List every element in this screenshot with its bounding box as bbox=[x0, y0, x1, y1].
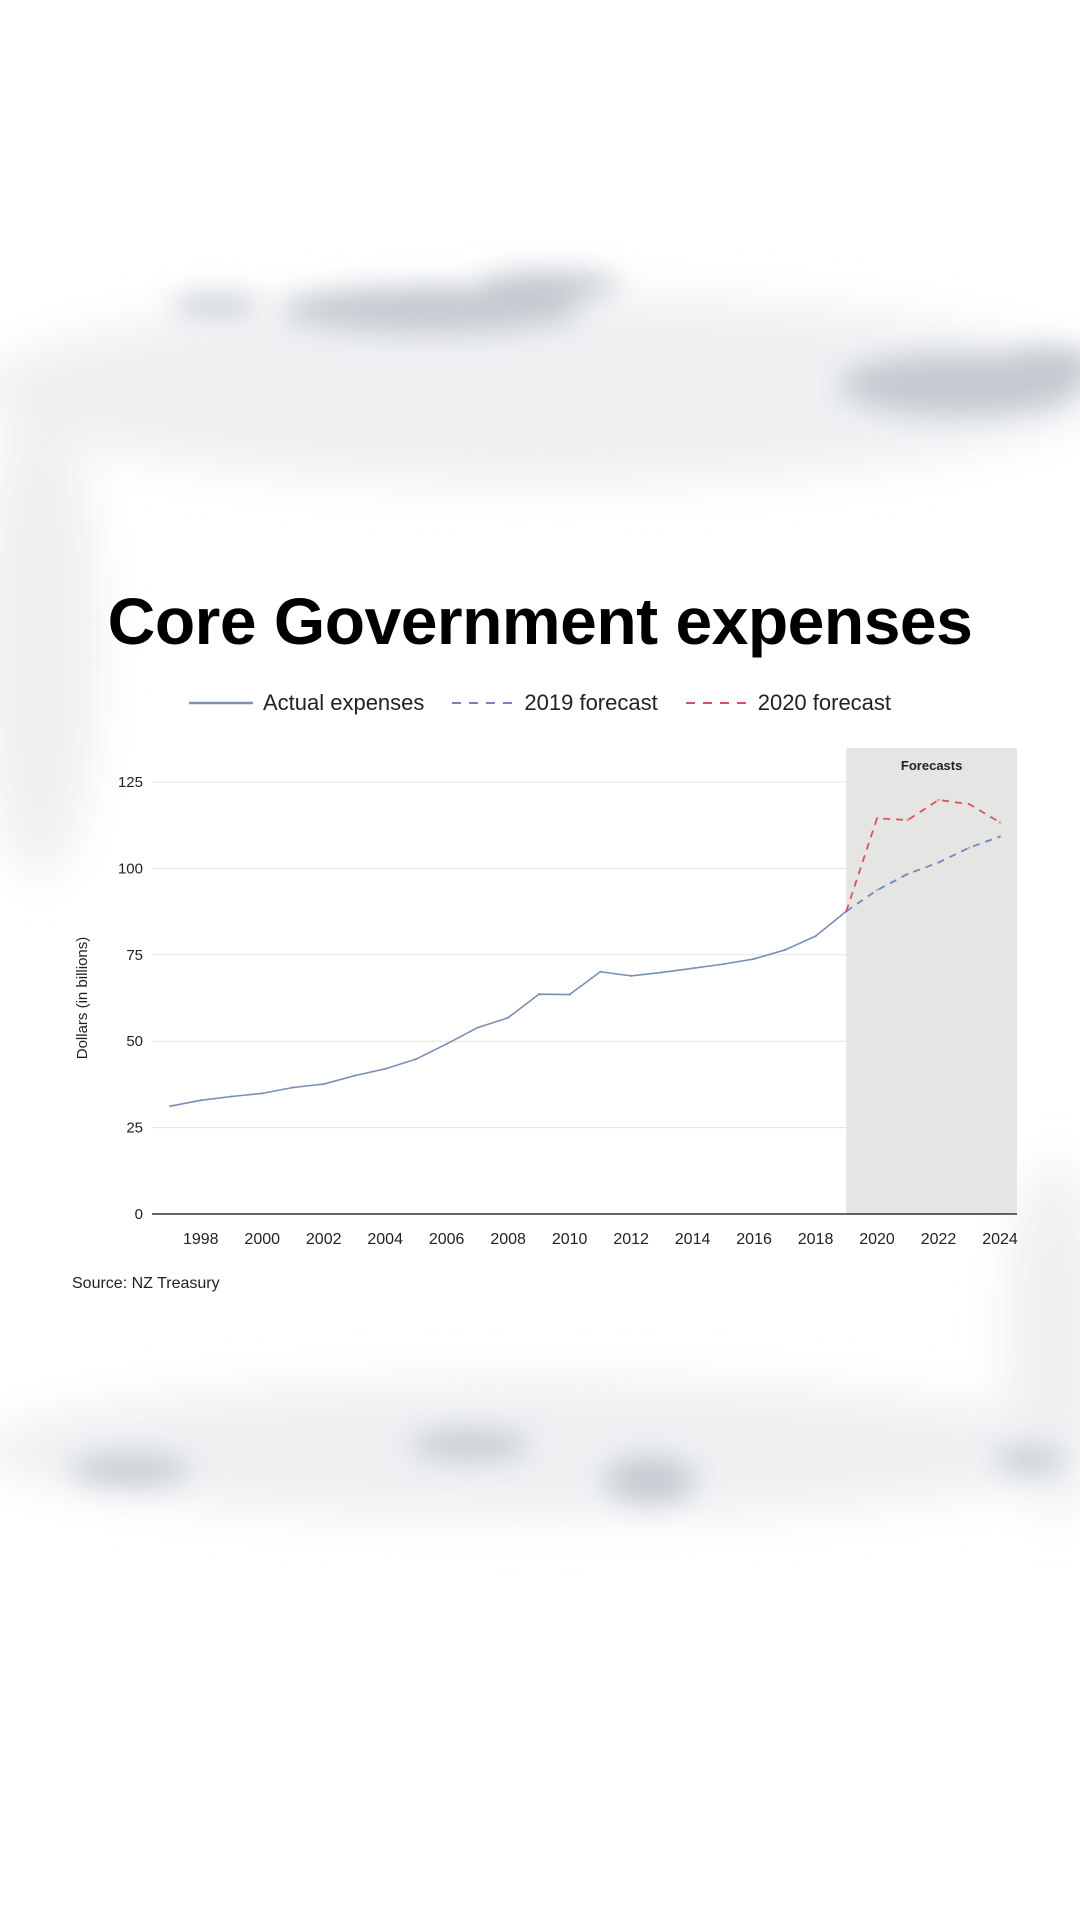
x-tick-label-2006: 2006 bbox=[429, 1231, 465, 1248]
data-point-0-1998 bbox=[199, 1099, 202, 1102]
data-point-0-2017 bbox=[783, 948, 787, 952]
x-tick-label-2016: 2016 bbox=[736, 1231, 772, 1248]
data-point-0-1999 bbox=[230, 1095, 233, 1098]
x-tick-label-2008: 2008 bbox=[490, 1231, 526, 1248]
forecast-region-label: Forecasts bbox=[901, 758, 962, 773]
x-tick-label-2010: 2010 bbox=[552, 1231, 588, 1248]
y-tick-label-50: 50 bbox=[126, 1033, 143, 1050]
x-tick-label-2000: 2000 bbox=[244, 1231, 280, 1248]
x-tick-label-2014: 2014 bbox=[675, 1231, 711, 1248]
data-point-1-2021 bbox=[906, 872, 909, 876]
data-point-0-2013 bbox=[660, 971, 664, 974]
legend-swatch-actual bbox=[188, 701, 253, 705]
data-point-2-2019 bbox=[845, 910, 848, 913]
legend-label-2019: 2019 forecast bbox=[524, 690, 658, 715]
y-tick-label-75: 75 bbox=[126, 947, 143, 964]
legend-swatch-2019 bbox=[452, 702, 513, 704]
x-tick-label-2012: 2012 bbox=[613, 1231, 649, 1248]
data-point-0-2016 bbox=[752, 957, 756, 961]
data-point-2-2022 bbox=[937, 798, 940, 802]
data-point-0-2006 bbox=[445, 1042, 448, 1046]
y-axis-label: Dollars (in billions) bbox=[74, 937, 91, 1060]
x-tick-label-2024: 2024 bbox=[982, 1231, 1018, 1248]
data-point-2-2020 bbox=[875, 817, 879, 820]
x-tick-label-2004: 2004 bbox=[367, 1231, 403, 1248]
data-point-1-2024 bbox=[998, 835, 1002, 838]
legend-item-2020: 2020 forecast bbox=[684, 690, 891, 716]
data-point-0-2008 bbox=[506, 1016, 510, 1019]
series-line-1 bbox=[845, 835, 1001, 912]
data-point-2-2023 bbox=[968, 802, 971, 806]
data-point-0-2014 bbox=[691, 967, 694, 970]
x-tick-label-2022: 2022 bbox=[921, 1231, 957, 1248]
data-point-0-2001 bbox=[291, 1086, 295, 1089]
line-chart: Forecasts 0 25 50 75 100 125 1998 2000 2002 2004 20… bbox=[74, 748, 1018, 1248]
y-tick-label-25: 25 bbox=[126, 1120, 143, 1137]
legend-label-actual: Actual expenses bbox=[262, 690, 425, 715]
x-tick-label-2002: 2002 bbox=[306, 1231, 342, 1248]
data-point-1-2023 bbox=[968, 846, 971, 849]
data-point-0-2010 bbox=[568, 993, 571, 996]
data-point-1-2020 bbox=[875, 888, 879, 892]
y-tick-label-0: 0 bbox=[135, 1206, 143, 1223]
y-tick-label-125: 125 bbox=[118, 774, 143, 791]
data-point-0-2007 bbox=[476, 1026, 479, 1029]
data-point-0-2002 bbox=[322, 1082, 325, 1086]
legend-item-2019: 2019 forecast bbox=[450, 690, 658, 716]
data-point-0-2000 bbox=[261, 1092, 264, 1095]
legend-swatch-2020 bbox=[685, 702, 746, 704]
x-tick-label-1998: 1998 bbox=[183, 1231, 219, 1248]
data-point-0-2011 bbox=[599, 970, 602, 973]
chart-legend: Actual expenses 2019 forecast 2020 forec… bbox=[0, 690, 1080, 716]
y-tick-label-100: 100 bbox=[118, 860, 143, 877]
data-point-0-2012 bbox=[629, 974, 633, 978]
series-line-0 bbox=[169, 910, 847, 1107]
data-point-0-2009 bbox=[537, 992, 541, 996]
data-point-0-2004 bbox=[383, 1067, 387, 1071]
forecast-region bbox=[846, 748, 1017, 1214]
data-point-2-2021 bbox=[906, 818, 909, 822]
data-point-2-2024 bbox=[998, 821, 1002, 824]
series-line-2 bbox=[845, 799, 1001, 912]
data-point-0-2005 bbox=[414, 1057, 418, 1061]
x-tick-label-2018: 2018 bbox=[798, 1231, 834, 1248]
legend-item-actual: Actual expenses bbox=[188, 690, 425, 716]
data-point-0-2018 bbox=[814, 934, 817, 938]
x-tick-label-2020: 2020 bbox=[859, 1231, 895, 1248]
data-point-0-2003 bbox=[353, 1074, 356, 1077]
chart-title: Core Government expenses bbox=[107, 584, 973, 658]
data-point-1-2022 bbox=[937, 861, 940, 864]
legend-label-2020: 2020 forecast bbox=[757, 690, 892, 715]
data-point-0-1997 bbox=[168, 1104, 172, 1108]
data-point-0-2015 bbox=[722, 962, 725, 966]
source-note: Source: NZ Treasury bbox=[72, 1275, 220, 1292]
